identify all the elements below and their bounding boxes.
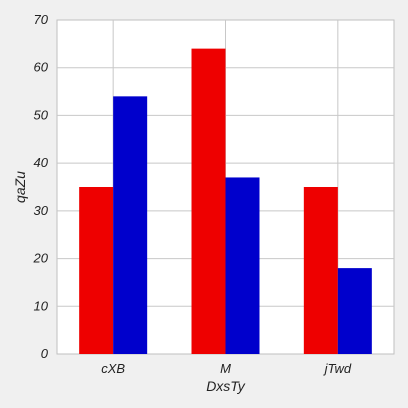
bar-series-2-jTwd [337, 268, 372, 354]
x-axis-title: DxsTy [206, 378, 246, 394]
x-tick-label: M [220, 361, 231, 376]
y-tick-label: 10 [34, 298, 49, 313]
bar-series-1-jTwd [303, 187, 338, 354]
y-tick-label: 20 [33, 251, 49, 266]
y-axis-title: qaZu [12, 171, 28, 203]
x-tick-label: jTwd [323, 361, 352, 376]
bar-series-1-M [191, 48, 226, 354]
y-tick-label: 70 [34, 12, 49, 27]
y-tick-label: 0 [41, 346, 49, 361]
y-tick-label: 60 [34, 60, 49, 75]
y-tick-labels: 0 10 20 30 40 50 60 70 [33, 12, 49, 361]
y-tick-label: 40 [34, 155, 49, 170]
x-tick-label: cXB [101, 361, 125, 376]
y-tick-label: 30 [34, 203, 49, 218]
bar-series-1-cXB [79, 187, 114, 354]
bar-series-2-cXB [113, 96, 148, 354]
bars-group [79, 48, 372, 354]
y-tick-label: 50 [34, 107, 49, 122]
bar-series-2-M [225, 177, 260, 354]
